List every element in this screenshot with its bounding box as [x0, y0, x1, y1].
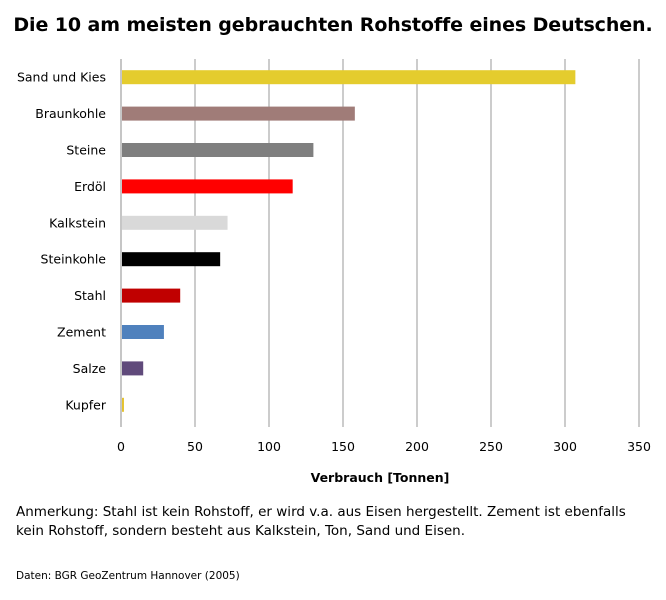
x-tick-label: 200 [405, 439, 429, 454]
category-label: Salze [73, 361, 107, 376]
x-tick-label: 50 [187, 439, 203, 454]
x-tick-label: 100 [257, 439, 281, 454]
bar [122, 288, 181, 303]
category-label: Kalkstein [49, 215, 106, 230]
bar [122, 70, 576, 85]
category-label: Erdöl [74, 179, 106, 194]
gridlines [120, 59, 640, 427]
category-label: Zement [57, 325, 106, 340]
note-text: Anmerkung: Stahl ist kein Rohstoff, er w… [16, 504, 626, 539]
bar [122, 361, 144, 376]
x-axis-label: Verbrauch [Tonnen] [311, 470, 450, 485]
bar [122, 106, 355, 121]
bar [122, 397, 124, 412]
bar-chart: Sand und Kies Braunkohle Steine Erdöl Kalkst… [17, 59, 651, 485]
x-tick-label: 300 [553, 439, 577, 454]
x-tick-labels: 0 50 100 150 200 250 300 350 [117, 439, 651, 454]
chart-title: Die 10 am meisten gebrauchten Rohstoffe … [13, 14, 653, 36]
bar [122, 252, 221, 267]
category-label: Stahl [74, 288, 106, 303]
category-label: Braunkohle [35, 106, 106, 121]
x-tick-label: 150 [331, 439, 355, 454]
bar [122, 143, 314, 157]
category-labels: Sand und Kies Braunkohle Steine Erdöl Kalkst… [17, 70, 107, 413]
bar [122, 179, 293, 194]
category-label: Kupfer [65, 397, 107, 412]
x-tick-label: 350 [627, 439, 651, 454]
x-tick-label: 0 [117, 439, 125, 454]
category-label: Steinkohle [41, 252, 107, 267]
source-text: Daten: BGR GeoZentrum Hannover (2005) [16, 570, 240, 582]
bars [122, 70, 576, 412]
x-tick-label: 250 [479, 439, 503, 454]
category-label: Steine [66, 143, 106, 158]
bar [122, 215, 228, 230]
bar [122, 325, 164, 339]
category-label: Sand und Kies [17, 70, 106, 85]
